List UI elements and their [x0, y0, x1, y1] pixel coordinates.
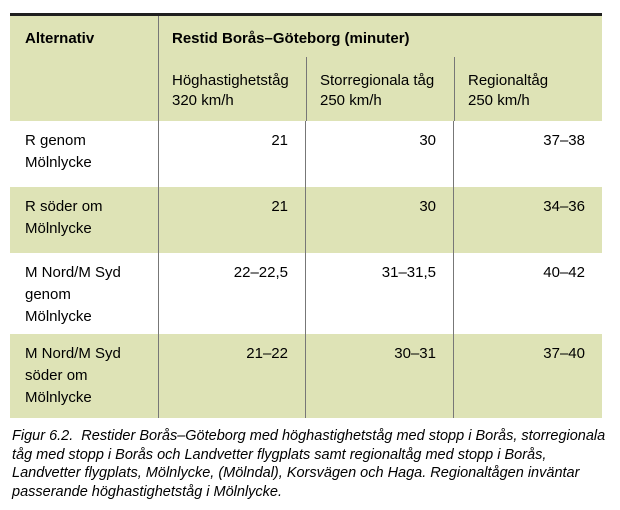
caption-line: passerande höghastighetståg i Mölnlycke.	[12, 483, 283, 500]
subheader-regionaltag: Regionaltåg 250 km/h	[454, 57, 602, 121]
caption-line: Landvetter flygplats, Mölnlycke, (Mölnda…	[12, 465, 580, 481]
row-label: M Nord/M Syd genom Mölnlycke	[25, 264, 121, 325]
cell-value: 21	[158, 121, 305, 187]
cell-value: 30	[305, 121, 453, 187]
row-label: M Nord/M Syd söder om Mölnlycke	[25, 345, 121, 406]
table-row: M Nord/M Syd genom Mölnlycke 22–22,5 31–…	[10, 253, 602, 334]
row-label: R genom Mölnlycke	[25, 132, 92, 171]
subheader-name: Höghastighetståg	[172, 72, 289, 89]
subheader-hoghastighetstag: Höghastighetståg 320 km/h	[159, 57, 306, 121]
caption-line: tåg med stopp i Borås och Landvetter fly…	[12, 446, 547, 463]
cell-value: 30–31	[305, 334, 453, 418]
travel-time-table: Alternativ Restid Borås–Göteborg (minute…	[10, 13, 602, 418]
cell-value: 34–36	[453, 187, 602, 253]
table-row: R söder om Mölnlycke 21 30 34–36	[10, 187, 602, 253]
table-row: R genom Mölnlycke 21 30 37–38	[10, 121, 602, 187]
subheader-row: Höghastighetståg 320 km/h Storregionala …	[159, 57, 602, 121]
header-alternativ: Alternativ	[25, 30, 95, 47]
cell-value: 37–38	[453, 121, 602, 187]
header-restid-group: Restid Borås–Göteborg (minuter) Höghasti…	[158, 16, 602, 121]
cell-value: 21	[158, 187, 305, 253]
subheader-speed: 250 km/h	[320, 92, 382, 109]
cell-value: 22–22,5	[158, 253, 305, 334]
header-restid-title: Restid Borås–Göteborg (minuter)	[172, 30, 410, 47]
table-header-row: Alternativ Restid Borås–Göteborg (minute…	[10, 16, 602, 121]
cell-value: 37–40	[453, 334, 602, 418]
table-row: M Nord/M Syd söder om Mölnlycke 21–22 30…	[10, 334, 602, 418]
caption-line: Figur 6.2. Restider Borås–Göteborg med h…	[12, 428, 606, 444]
cell-value: 40–42	[453, 253, 602, 334]
figure-caption: Figur 6.2. Restider Borås–Göteborg med h…	[12, 427, 612, 501]
subheader-name: Storregionala tåg	[320, 72, 435, 89]
subheader-storregionala: Storregionala tåg 250 km/h	[306, 57, 454, 121]
subheader-speed: 320 km/h	[172, 92, 234, 109]
subheader-speed: 250 km/h	[468, 92, 530, 109]
cell-value: 30	[305, 187, 453, 253]
cell-value: 21–22	[158, 334, 305, 418]
row-label: R söder om Mölnlycke	[25, 198, 103, 237]
cell-value: 31–31,5	[305, 253, 453, 334]
subheader-name: Regionaltåg	[468, 72, 549, 89]
